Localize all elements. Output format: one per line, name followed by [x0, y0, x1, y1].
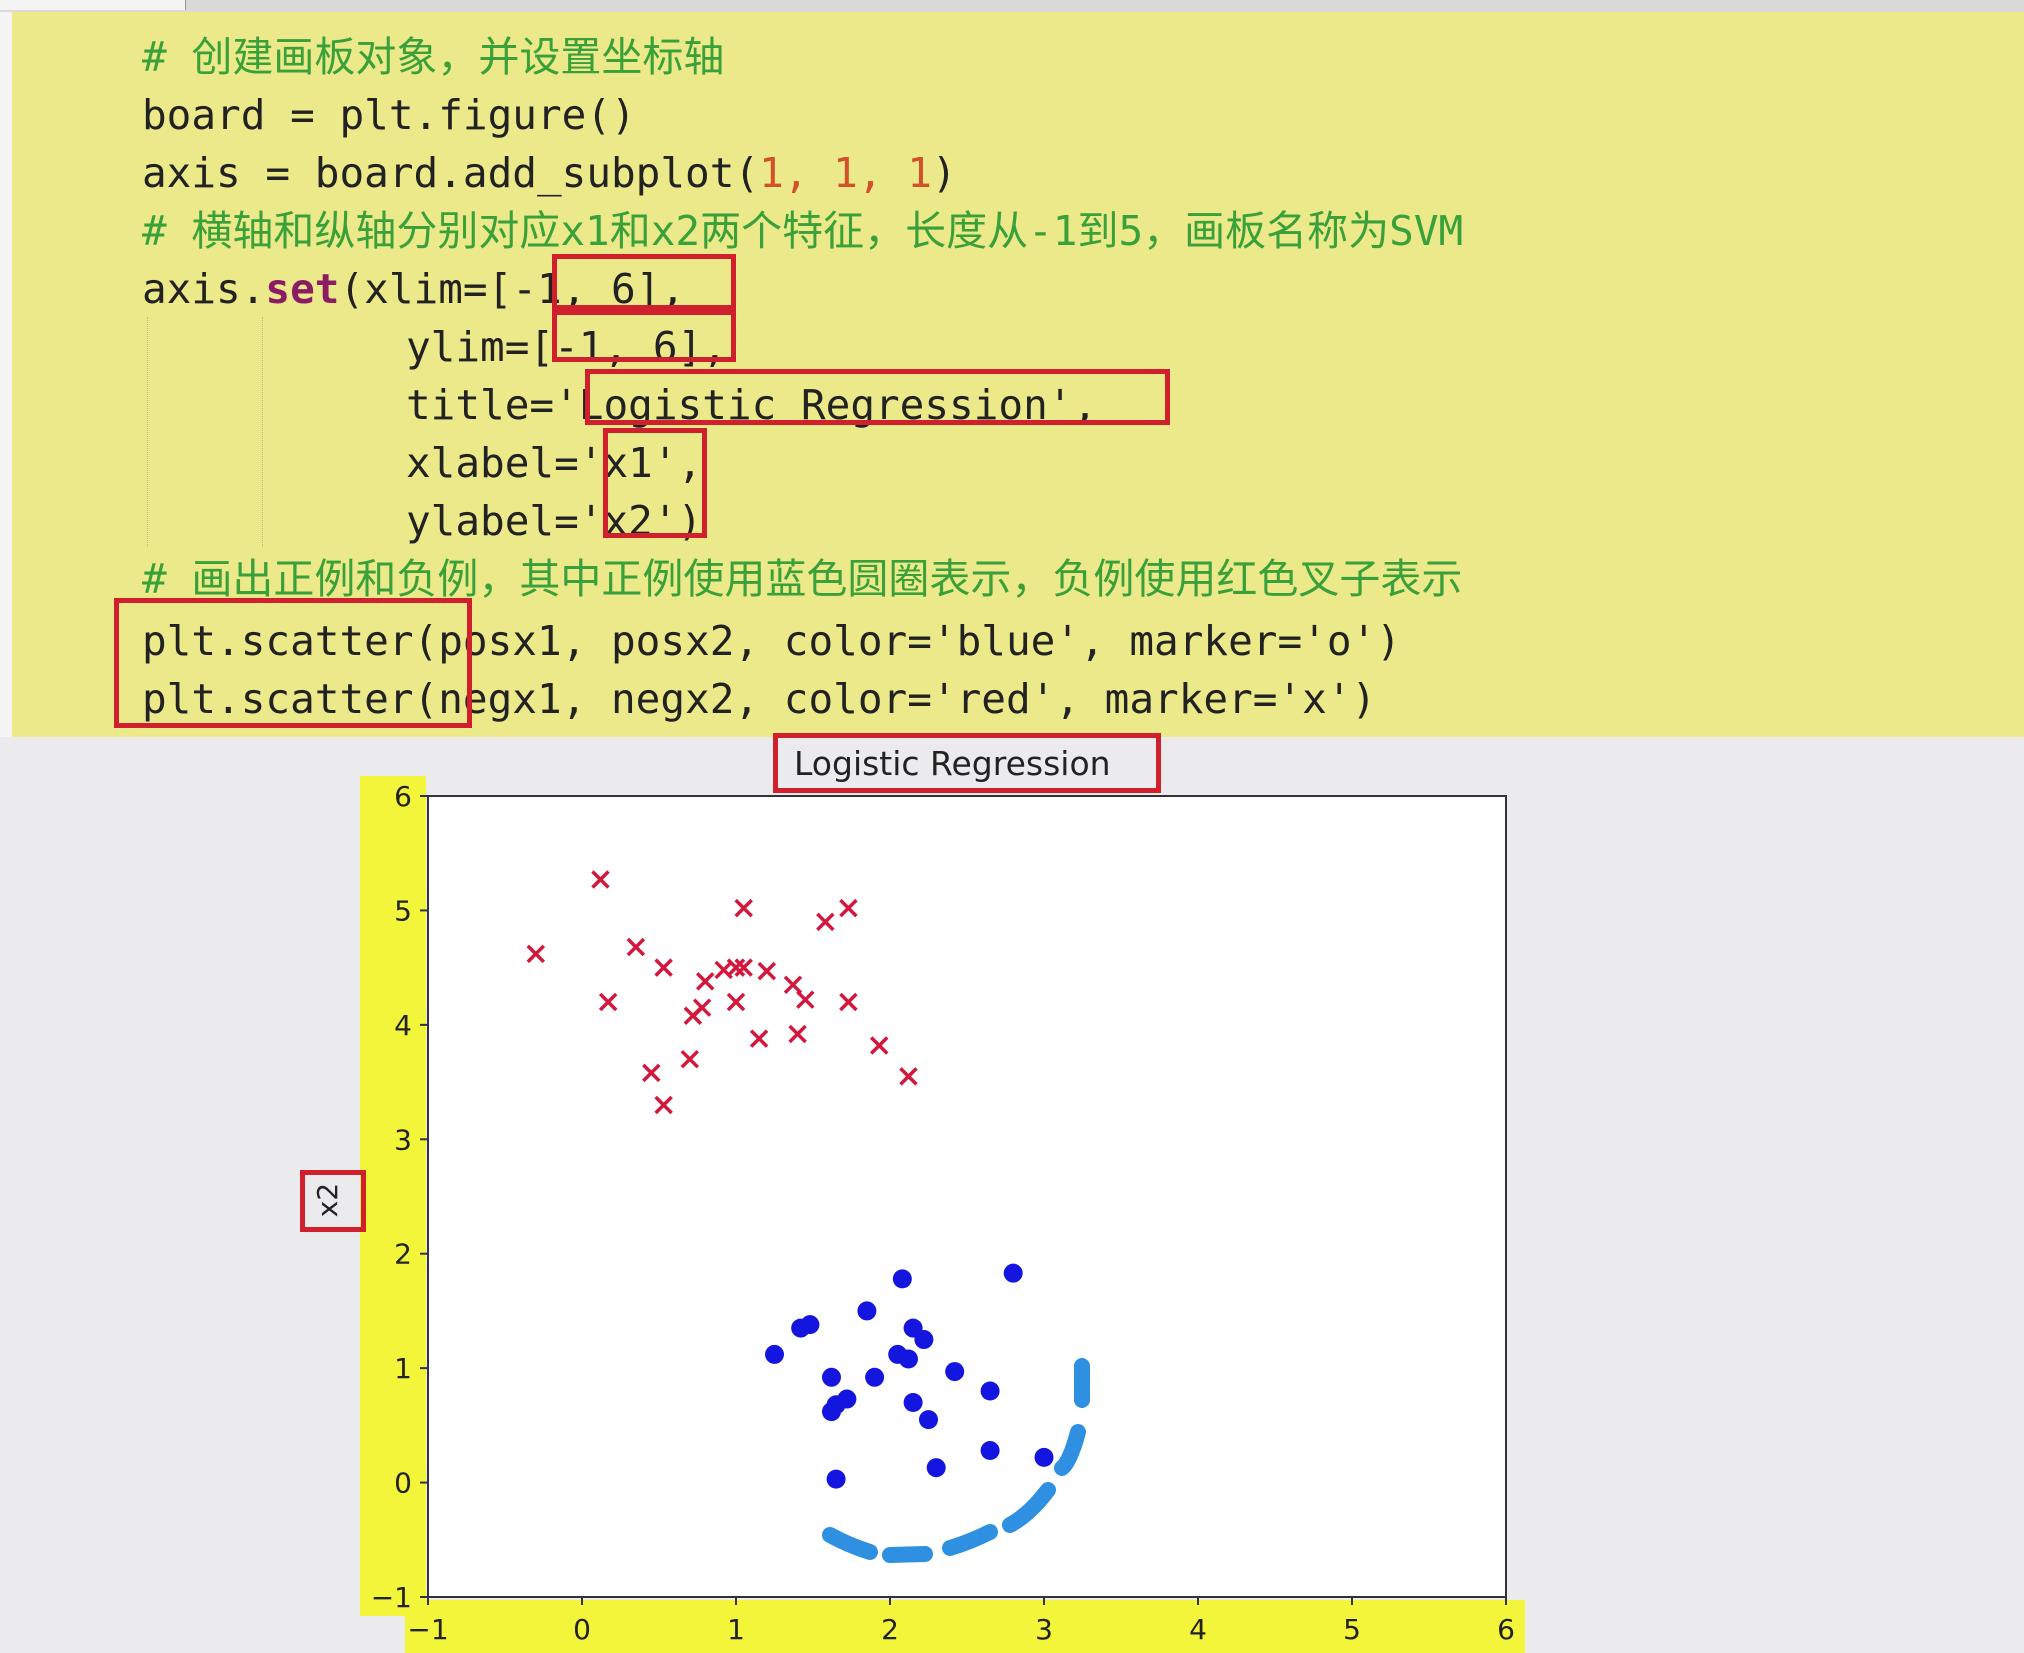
y-tick-label: 5 [394, 894, 412, 927]
positive-point-circle-marker [892, 1269, 912, 1289]
indent-guide [262, 317, 263, 547]
code-comment-create-board: # 创建画板对象，并设置坐标轴 [142, 33, 725, 81]
annotation-box-xlim [552, 254, 736, 310]
x-tick-label: 4 [1189, 1613, 1207, 1646]
y-axis-label: x2 [311, 1183, 344, 1217]
positive-point-circle-marker [903, 1392, 923, 1412]
code-token: axis. [142, 265, 266, 313]
chart-title: Logistic Regression [794, 744, 1111, 783]
negative-point-x-marker [839, 898, 858, 918]
negative-point-x-marker [757, 961, 777, 981]
x-tick-label: −1 [407, 1613, 448, 1646]
negative-point-x-marker [899, 1067, 918, 1086]
negative-point-x-marker [683, 1006, 703, 1025]
negative-point-x-marker [680, 1049, 700, 1069]
y-tick-label: 4 [394, 1009, 412, 1042]
positive-point-circle-marker [980, 1381, 1000, 1401]
positive-point-circle-marker [821, 1367, 841, 1387]
negative-point-x-marker [654, 1095, 673, 1115]
positive-point-circle-marker [865, 1367, 885, 1387]
negative-point-x-marker [642, 1063, 661, 1083]
negative-point-x-marker [591, 870, 610, 889]
negative-point-x-marker [734, 958, 753, 977]
x-tick-label: 5 [1343, 1613, 1361, 1646]
data-points [526, 870, 1054, 1489]
code-line-figure: board = plt.figure() [142, 91, 636, 139]
negative-point-x-marker [869, 1036, 889, 1055]
positive-point-circle-marker [1003, 1263, 1023, 1283]
code-line-ylim: ylim=[-1, 6], [406, 323, 727, 371]
annotation-box-ylabel [300, 1170, 366, 1232]
positive-point-circle-marker [857, 1301, 877, 1321]
annotation-box-ylim [552, 310, 736, 362]
code-comment-axes: # 横轴和纵轴分别对应x1和x2两个特征，长度从-1到5，画板名称为SVM [142, 207, 1464, 255]
y-tick-label: −1 [371, 1581, 412, 1614]
negative-point-x-marker [726, 958, 746, 977]
y-tick-label: 2 [394, 1238, 412, 1271]
y-axis-highlight [360, 776, 426, 1616]
negative-point-x-marker [839, 992, 858, 1012]
negative-point-x-marker [726, 992, 746, 1012]
annotation-box-chart-title [773, 733, 1161, 793]
annotation-box-scatter [114, 598, 472, 728]
negative-point-x-marker [783, 975, 803, 995]
code-token-set: set [265, 265, 340, 313]
negative-point-x-marker [734, 898, 753, 918]
axis-ticks: −1 0 1 2 3 4 5 6 −1 0 1 2 3 4 5 6 [371, 780, 1515, 1646]
negative-point-x-marker [526, 944, 546, 964]
positive-point-circle-marker [926, 1458, 946, 1478]
x-tick-label: 1 [727, 1613, 745, 1646]
negative-point-x-marker [598, 992, 618, 1012]
code-token: axis = board.add_subplot( [142, 149, 760, 197]
positive-point-circle-marker [791, 1318, 811, 1338]
negative-point-x-marker [626, 937, 646, 957]
positive-point-circle-marker [980, 1441, 1000, 1461]
x-tick-label: 2 [881, 1613, 899, 1646]
negative-point-x-marker [749, 1029, 769, 1048]
code-line-add-subplot: axis = board.add_subplot(1, 1, 1) [142, 144, 957, 202]
editor-tab[interactable] [0, 0, 186, 10]
code-line-scatter-pos: plt.scatter(posx1, posx2, color='blue', … [142, 617, 1401, 665]
y-tick-label: 3 [394, 1123, 412, 1156]
code-comment-scatter: # 画出正例和负例，其中正例使用蓝色圆圈表示，负例使用红色叉子表示 [142, 555, 1463, 603]
code-line-axis-set: axis.set(xlim=[-1, 6], [142, 260, 685, 318]
code-token: ) [931, 149, 957, 197]
y-tick-label: 6 [394, 780, 412, 813]
positive-point-circle-marker [945, 1362, 965, 1382]
positive-point-circle-marker [1034, 1447, 1054, 1467]
y-tick-label: 0 [394, 1467, 412, 1500]
x-tick-label: 3 [1035, 1613, 1053, 1646]
code-token-args: 1, 1, 1 [759, 149, 932, 197]
y-tick-label: 1 [394, 1352, 412, 1385]
x-tick-label: 6 [1497, 1613, 1515, 1646]
positive-point-circle-marker [919, 1410, 938, 1430]
positive-point-circle-marker [765, 1344, 784, 1364]
plot-area [427, 795, 1507, 1598]
negative-point-x-marker [816, 912, 835, 932]
positive-point-circle-marker [826, 1469, 846, 1489]
annotation-box-title [585, 369, 1170, 425]
annotation-box-labels [603, 428, 707, 538]
code-cell[interactable]: # 创建画板对象，并设置坐标轴 board = plt.figure() axi… [12, 12, 2024, 737]
x-tick-label: 0 [573, 1613, 591, 1646]
positive-point-circle-marker [914, 1330, 934, 1350]
x-axis-highlight [405, 1600, 1525, 1653]
negative-point-x-marker [796, 990, 815, 1009]
negative-point-x-marker [654, 958, 673, 977]
positive-point-circle-marker [898, 1349, 918, 1369]
indent-guide [147, 317, 148, 547]
code-line-xlabel: xlabel='x1', [406, 439, 703, 487]
code-line-scatter-neg: plt.scatter(negx1, negx2, color='red', m… [142, 675, 1377, 723]
positive-point-circle-marker [821, 1402, 841, 1422]
annotation-arc [822, 1358, 1090, 1563]
negative-point-x-marker [788, 1024, 807, 1044]
negative-point-x-marker [695, 972, 715, 991]
